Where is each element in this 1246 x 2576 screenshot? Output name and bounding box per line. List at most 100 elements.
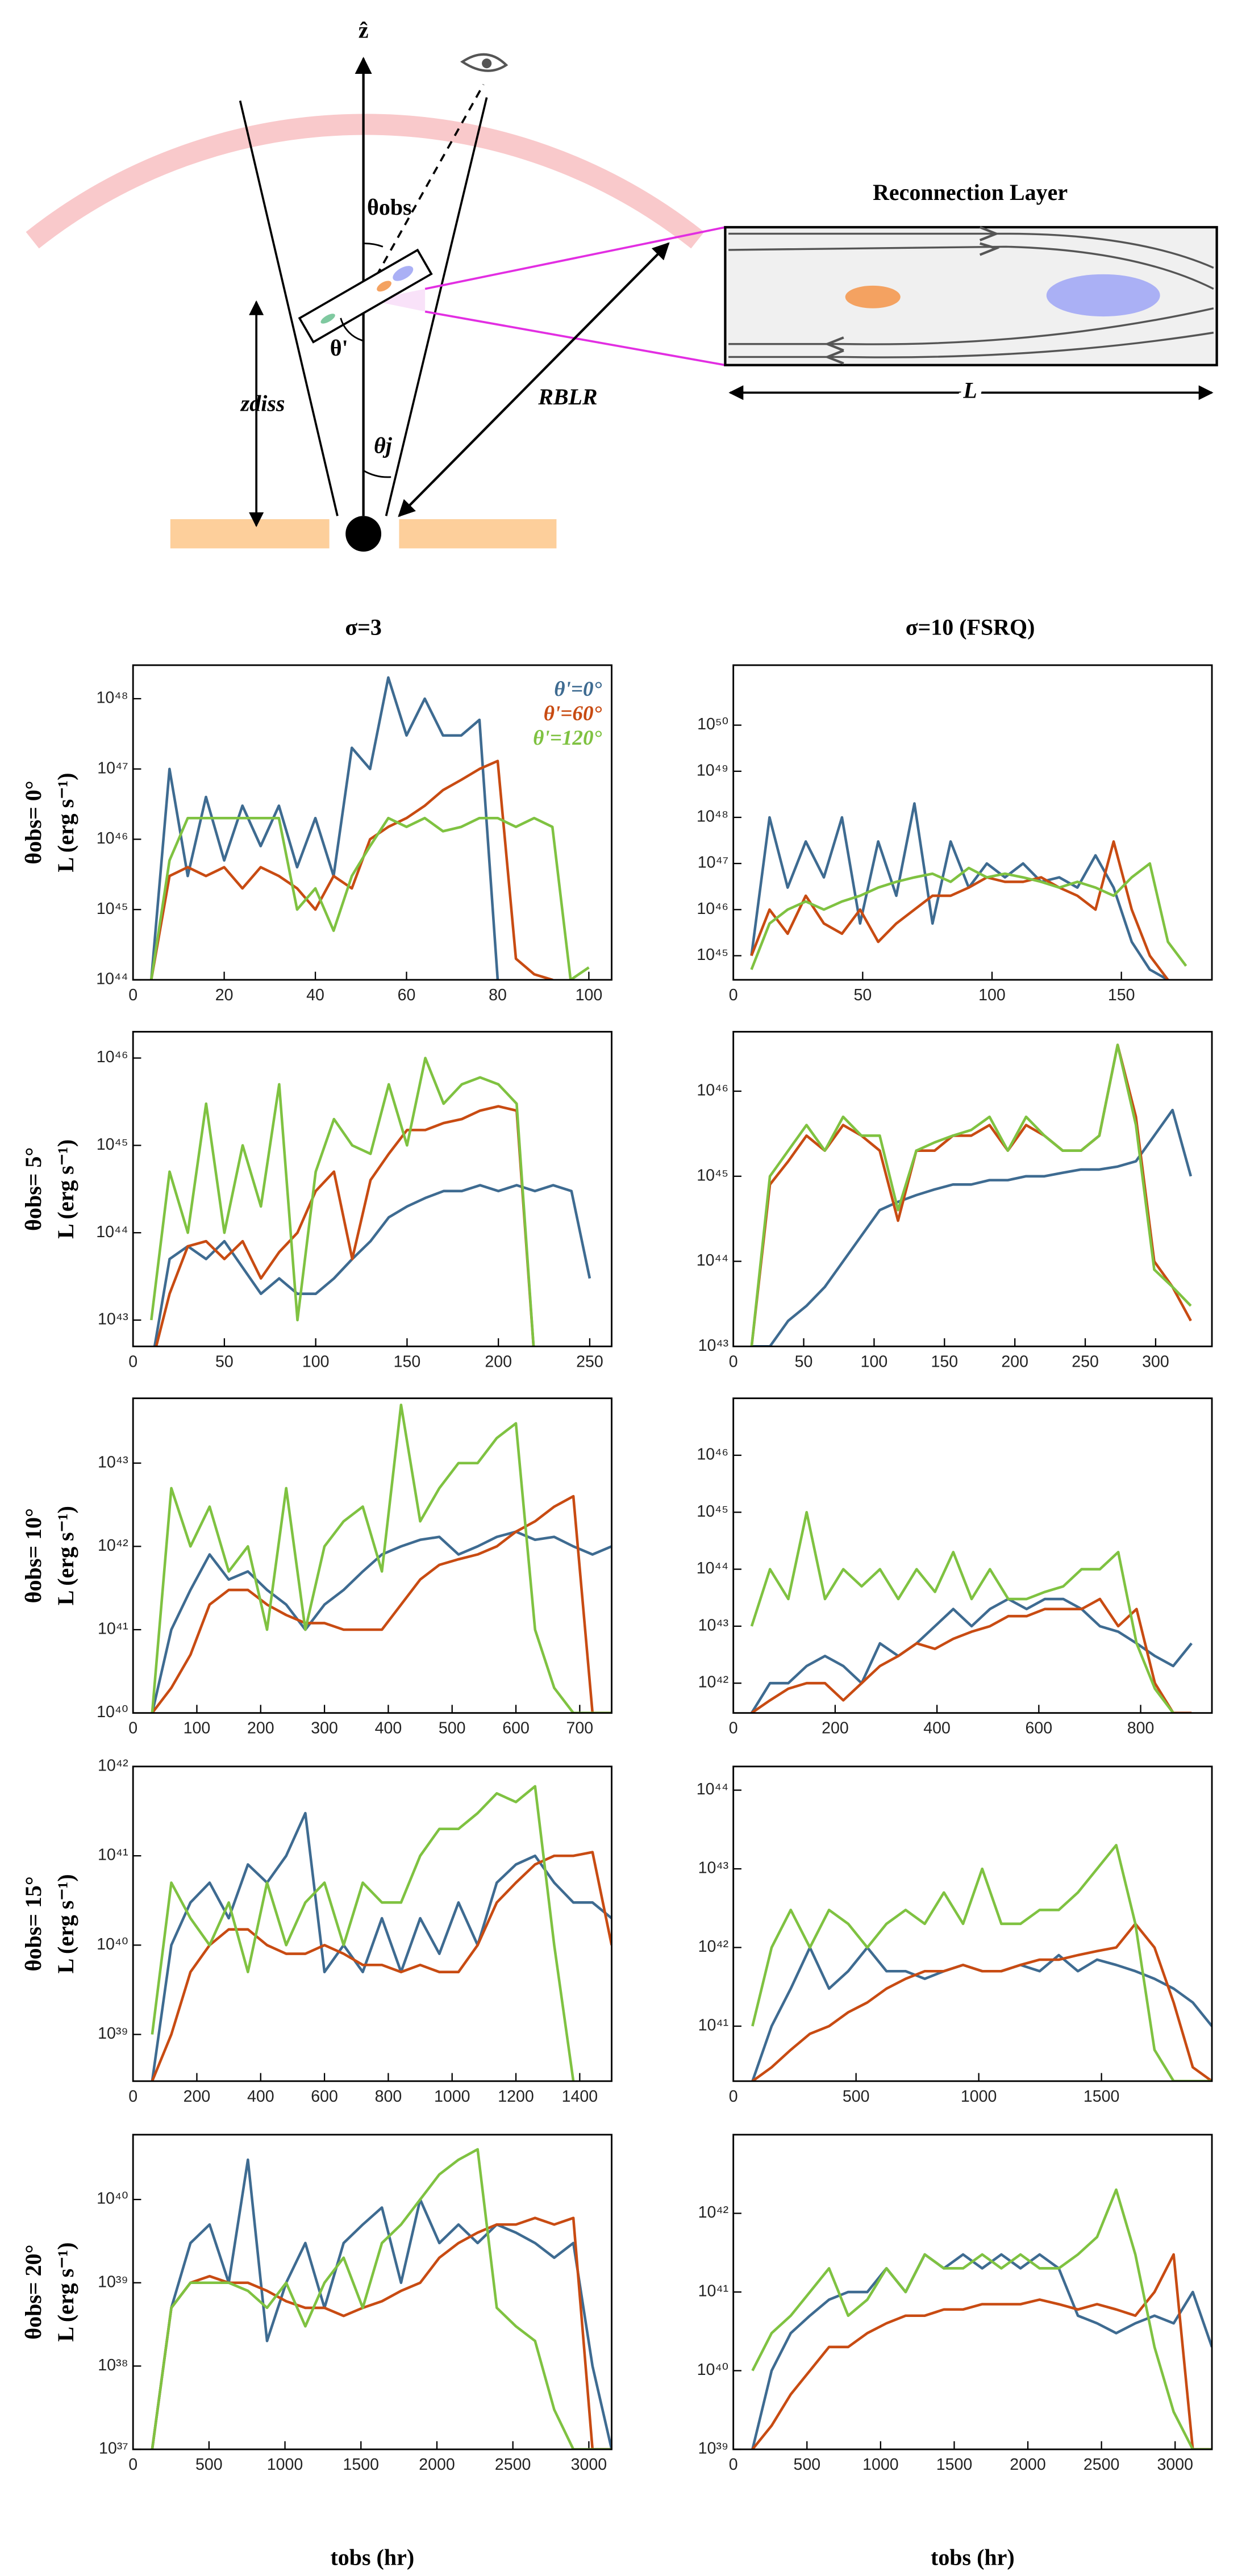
y-axis-label: L (erg s⁻¹): [53, 1506, 78, 1605]
x-tick-label: 150: [394, 1352, 421, 1371]
x-tick-label: 250: [1072, 1352, 1099, 1371]
x-tick-label: 50: [215, 1352, 234, 1371]
y-tick-label: 10⁴¹: [98, 1846, 128, 1864]
series-line: [750, 1043, 1192, 1347]
y-tick-label: 10⁴⁵: [697, 1166, 728, 1184]
series-line: [149, 816, 590, 980]
series-line: [151, 2216, 612, 2450]
x-tick-label: 60: [398, 986, 416, 1004]
series-line: [151, 1404, 612, 1713]
z-diss-label: zdiss: [240, 390, 285, 416]
x-tick-label: 300: [311, 1719, 338, 1738]
x-tick-label: 3000: [1157, 2456, 1193, 2474]
field-arrows: [824, 226, 1000, 365]
x-tick-label: 50: [853, 986, 872, 1004]
theta-j-label: θj: [374, 433, 393, 458]
x-tick-label: 1500: [1084, 2087, 1120, 2106]
y-axis-label: L (erg s⁻¹): [53, 2242, 78, 2341]
x-tick-label: 400: [375, 1719, 402, 1738]
plot-frame: [732, 2134, 1213, 2450]
x-tick-label: 100: [184, 1719, 211, 1738]
y-tick-label: 10⁴²: [698, 1673, 729, 1692]
angle-arc: [340, 318, 364, 342]
series-line: [750, 1597, 1193, 1713]
y-tick-label: 10⁴³: [698, 1616, 729, 1634]
x-tick-label: 0: [128, 2087, 137, 2106]
row-label: θobs= 10°: [20, 1508, 46, 1603]
plasmoid-small: [845, 285, 901, 308]
jet-edge: [239, 100, 339, 516]
x-axis-label: tobs (hr): [931, 2544, 1015, 2570]
plasmoid-large: [1046, 274, 1160, 317]
x-tick-label: 2000: [419, 2456, 455, 2474]
x-tick-label: 2500: [495, 2456, 531, 2474]
line-of-sight: [375, 83, 485, 277]
y-tick-label: 10⁵⁰: [697, 715, 728, 733]
y-tick-label: 10³⁹: [98, 2024, 128, 2043]
eye-pupil: [482, 59, 492, 69]
theta-prime-label: θ': [330, 335, 348, 361]
y-axis-label: L (erg s⁻¹): [53, 1139, 78, 1239]
y-tick-label: 10⁴⁷: [698, 854, 728, 872]
y-tick-label: 10⁴⁴: [697, 1251, 728, 1270]
y-tick-label: 10³⁷: [99, 2440, 128, 2458]
x-tick-label: 500: [195, 2456, 223, 2474]
x-tick-label: 0: [729, 1719, 738, 1738]
disk-right: [399, 519, 557, 549]
y-axis-label: L (erg s⁻¹): [53, 1874, 78, 1973]
y-tick-label: 10⁴¹: [98, 1620, 128, 1638]
y-tick-label: 10³⁹: [98, 2273, 128, 2291]
series-line: [149, 759, 555, 980]
x-tick-label: 800: [1127, 1719, 1155, 1738]
x-tick-label: 0: [128, 1352, 137, 1371]
panel: 0 200 400 600 800 10⁴² 10⁴³ 10⁴⁴ 10⁴⁵ 10⁴⁶: [697, 1397, 1213, 1738]
r-blr-arrow: [398, 242, 670, 517]
x-tick-label: 100: [978, 986, 1006, 1004]
series-line: [750, 802, 1172, 980]
series-line: [750, 1510, 1176, 1713]
z-label: ẑ: [359, 18, 369, 43]
row-label: θobs= 15°: [20, 1876, 46, 1971]
series-line: [155, 1105, 535, 1347]
x-tick-label: 0: [729, 2456, 738, 2474]
x-tick-label: 500: [439, 1719, 466, 1738]
plot-frame: [732, 1765, 1213, 2082]
series-line: [751, 1844, 1212, 2081]
y-tick-label: 10⁴⁸: [97, 689, 128, 707]
x-tick-label: 2000: [1010, 2456, 1046, 2474]
x-tick-label: 200: [485, 1352, 512, 1371]
y-tick-label: 10⁴⁶: [97, 829, 128, 847]
y-tick-label: 10⁴²: [98, 1756, 128, 1775]
y-tick-label: 10⁴³: [698, 1337, 729, 1355]
x-tick-label: 1200: [498, 2087, 534, 2106]
y-tick-label: 10⁴²: [698, 2203, 729, 2222]
y-tick-label: 10⁴⁴: [697, 1780, 728, 1798]
x-tick-label: 150: [1108, 986, 1135, 1004]
blr-arc: [26, 114, 705, 249]
y-tick-label: 10⁴⁰: [697, 2361, 728, 2379]
column-title: σ=10 (FSRQ): [906, 614, 1035, 640]
y-tick-label: 10³⁸: [98, 2356, 128, 2374]
field-line: [728, 331, 1214, 358]
x-tick-label: 0: [128, 1719, 137, 1738]
y-tick-label: 10⁴¹: [698, 2016, 729, 2035]
x-tick-label: 400: [923, 1719, 951, 1738]
field-line: [728, 307, 1214, 345]
x-tick-label: 0: [128, 2456, 137, 2474]
column-title: σ=3: [345, 614, 382, 640]
series-line: [752, 1922, 1212, 2081]
panel: 0 500 1000 1500 10⁴¹ 10⁴² 10⁴³ 10⁴⁴: [697, 1765, 1213, 2106]
angle-arc: [362, 470, 391, 478]
plot-frame: [132, 1765, 612, 2082]
row-label: θobs= 0°: [20, 780, 46, 864]
r-blr-label: RBLR: [537, 384, 597, 410]
x-tick-label: 40: [306, 986, 324, 1004]
x-tick-label: 50: [795, 1352, 813, 1371]
x-tick-label: 3000: [571, 2456, 607, 2474]
y-tick-label: 10⁴⁴: [96, 1223, 128, 1241]
panel: 0 500 1000 1500 2000 2500 3000 10³⁹ 10⁴⁰ 10⁴¹ 10⁴²…: [697, 2134, 1213, 2570]
y-tick-label: 10⁴⁵: [697, 1502, 728, 1521]
